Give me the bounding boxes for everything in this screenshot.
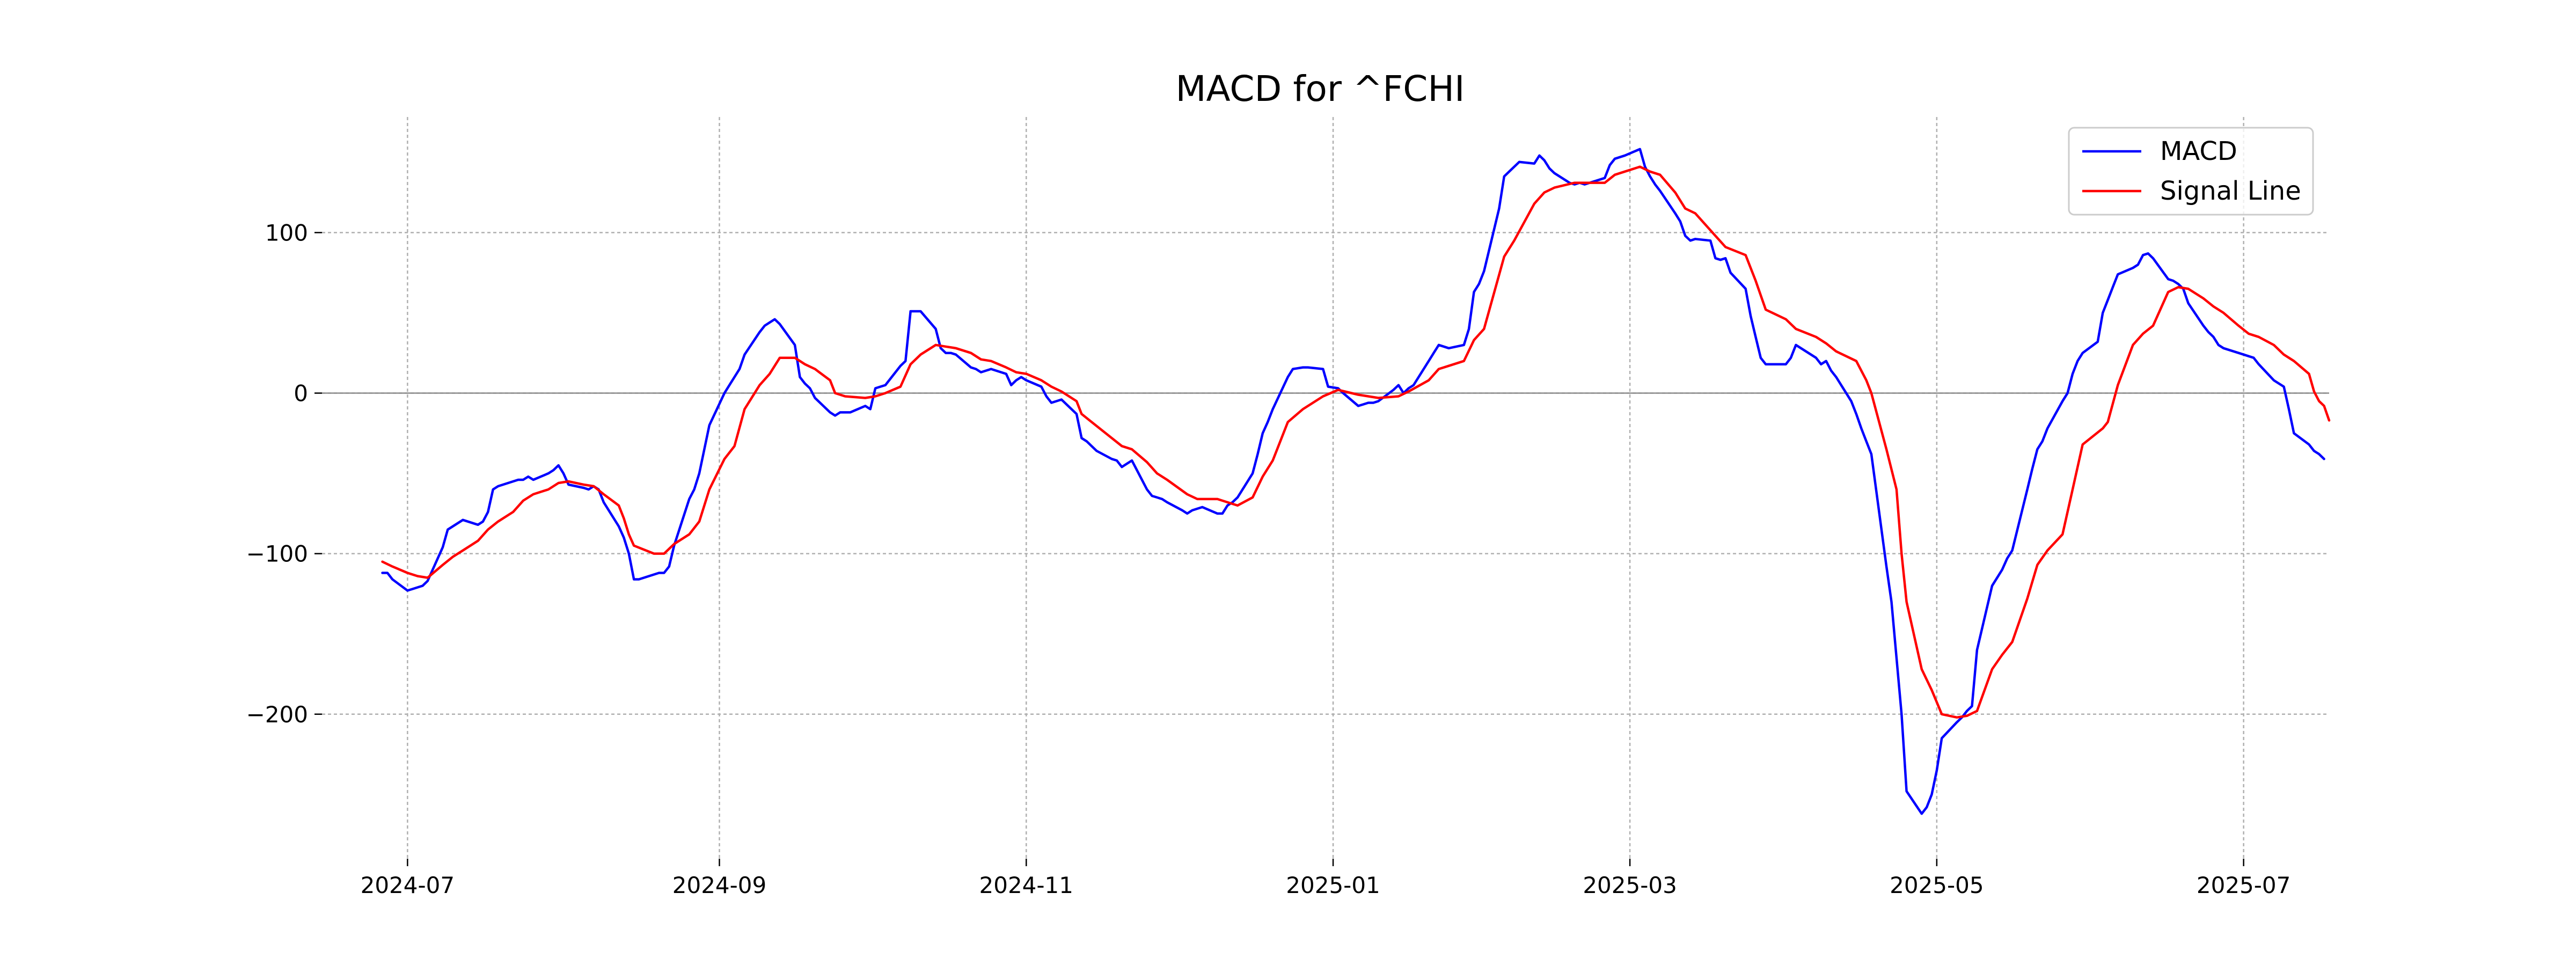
y-axis: 100 0 −100 −200 <box>246 219 322 728</box>
legend: MACD Signal Line <box>2068 127 2314 216</box>
y-tick-label-100: −100 <box>246 541 308 567</box>
x-axis: 2024-07 2024-09 2024-11 2025-01 2025-03 2025-… <box>361 859 2291 898</box>
x-tick-label-2024-11: 2024-11 <box>979 872 1074 898</box>
x-tick-label-2025-03: 2025-03 <box>1583 872 1677 898</box>
series-lines <box>381 148 2331 815</box>
series-line-macd <box>381 148 2325 815</box>
x-tick-label-2025-07: 2025-07 <box>2197 872 2291 898</box>
x-tick-label-2024-09: 2024-09 <box>672 872 767 898</box>
y-tick-label-0: 0 <box>294 380 308 407</box>
y-tick-label-100: 100 <box>265 219 308 246</box>
chart-title: MACD for ^FCHI <box>1176 68 1465 109</box>
y-tick-label-200: −200 <box>246 701 308 728</box>
legend-box <box>2068 127 2314 216</box>
x-tick-label-2024-07: 2024-07 <box>361 872 455 898</box>
x-tick-label-2025-05: 2025-05 <box>1890 872 1984 898</box>
series-line-signal-line <box>381 165 2331 719</box>
legend-label-macd: MACD <box>2160 136 2237 166</box>
x-tick-label-2025-01: 2025-01 <box>1286 872 1380 898</box>
legend-label-signal-line: Signal Line <box>2160 176 2301 206</box>
